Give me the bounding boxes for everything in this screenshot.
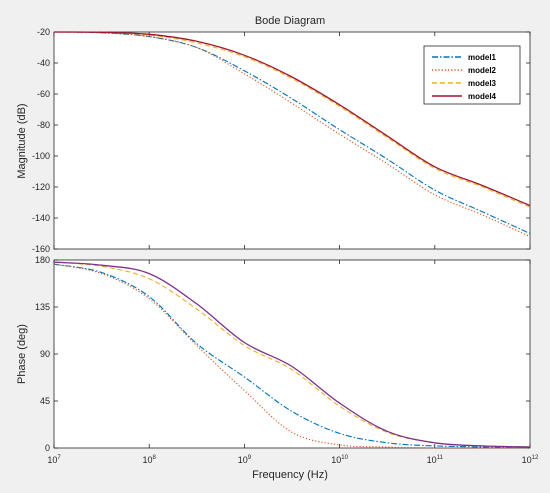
phase-series-model1 bbox=[53, 263, 531, 449]
xtick-base: 10 bbox=[143, 455, 153, 465]
xtick-exponent: 8 bbox=[153, 455, 157, 461]
frequency-xlabel: Frequency (Hz) bbox=[252, 469, 328, 481]
mag-series-model1 bbox=[53, 31, 531, 235]
mag-ytick-label: -80 bbox=[37, 120, 50, 130]
phase-ytick-label: 90 bbox=[40, 349, 50, 359]
legend: model1 model2 model3 model4 bbox=[423, 45, 521, 105]
phase-ytick-label: 45 bbox=[40, 396, 50, 406]
phase-series-model4 bbox=[53, 261, 531, 448]
phase-ylabel: Phase (deg) bbox=[16, 324, 28, 384]
mag-ytick-label: -20 bbox=[37, 27, 50, 37]
legend-box bbox=[423, 45, 521, 105]
xtick-base: 10 bbox=[47, 455, 57, 465]
xtick-base: 10 bbox=[427, 455, 437, 465]
xtick-base: 10 bbox=[331, 455, 341, 465]
phase-series-model2 bbox=[53, 263, 530, 449]
mag-ytick-label: -120 bbox=[32, 182, 50, 192]
xtick-label: 1012 bbox=[522, 455, 539, 465]
mag-ytick-label: -100 bbox=[32, 151, 50, 161]
xtick-label: 1010 bbox=[331, 455, 348, 465]
xtick-exponent: 11 bbox=[437, 455, 444, 461]
xtick-label: 107 bbox=[47, 455, 61, 465]
legend-label-model2: model2 bbox=[468, 66, 497, 75]
xtick-label: 108 bbox=[143, 455, 157, 465]
xtick-base: 10 bbox=[238, 455, 248, 465]
mag-series-model4 bbox=[53, 31, 531, 207]
phase-ytick-label: 0 bbox=[45, 443, 50, 453]
legend-label-model4: model4 bbox=[468, 92, 497, 101]
phase-plot-area bbox=[53, 259, 531, 449]
xtick-exponent: 10 bbox=[341, 455, 348, 461]
xtick-label: 1011 bbox=[427, 455, 444, 465]
xtick-base: 10 bbox=[522, 455, 532, 465]
chart-title: Bode Diagram bbox=[255, 15, 325, 27]
xtick-exponent: 12 bbox=[532, 455, 539, 461]
phase-ytick-label: 135 bbox=[35, 302, 50, 312]
magnitude-ylabel: Magnitude (dB) bbox=[16, 103, 28, 178]
xtick-exponent: 9 bbox=[248, 455, 252, 461]
mag-ytick-label: -60 bbox=[37, 89, 50, 99]
legend-label-model1: model1 bbox=[468, 53, 497, 62]
mag-ytick-label: -40 bbox=[37, 58, 50, 68]
xtick-exponent: 7 bbox=[57, 455, 61, 461]
legend-label-model3: model3 bbox=[468, 79, 497, 88]
mag-ytick-label: -160 bbox=[32, 244, 50, 254]
mag-ytick-label: -140 bbox=[32, 213, 50, 223]
phase-ytick-label: 180 bbox=[35, 255, 50, 265]
xtick-label: 109 bbox=[238, 455, 252, 465]
